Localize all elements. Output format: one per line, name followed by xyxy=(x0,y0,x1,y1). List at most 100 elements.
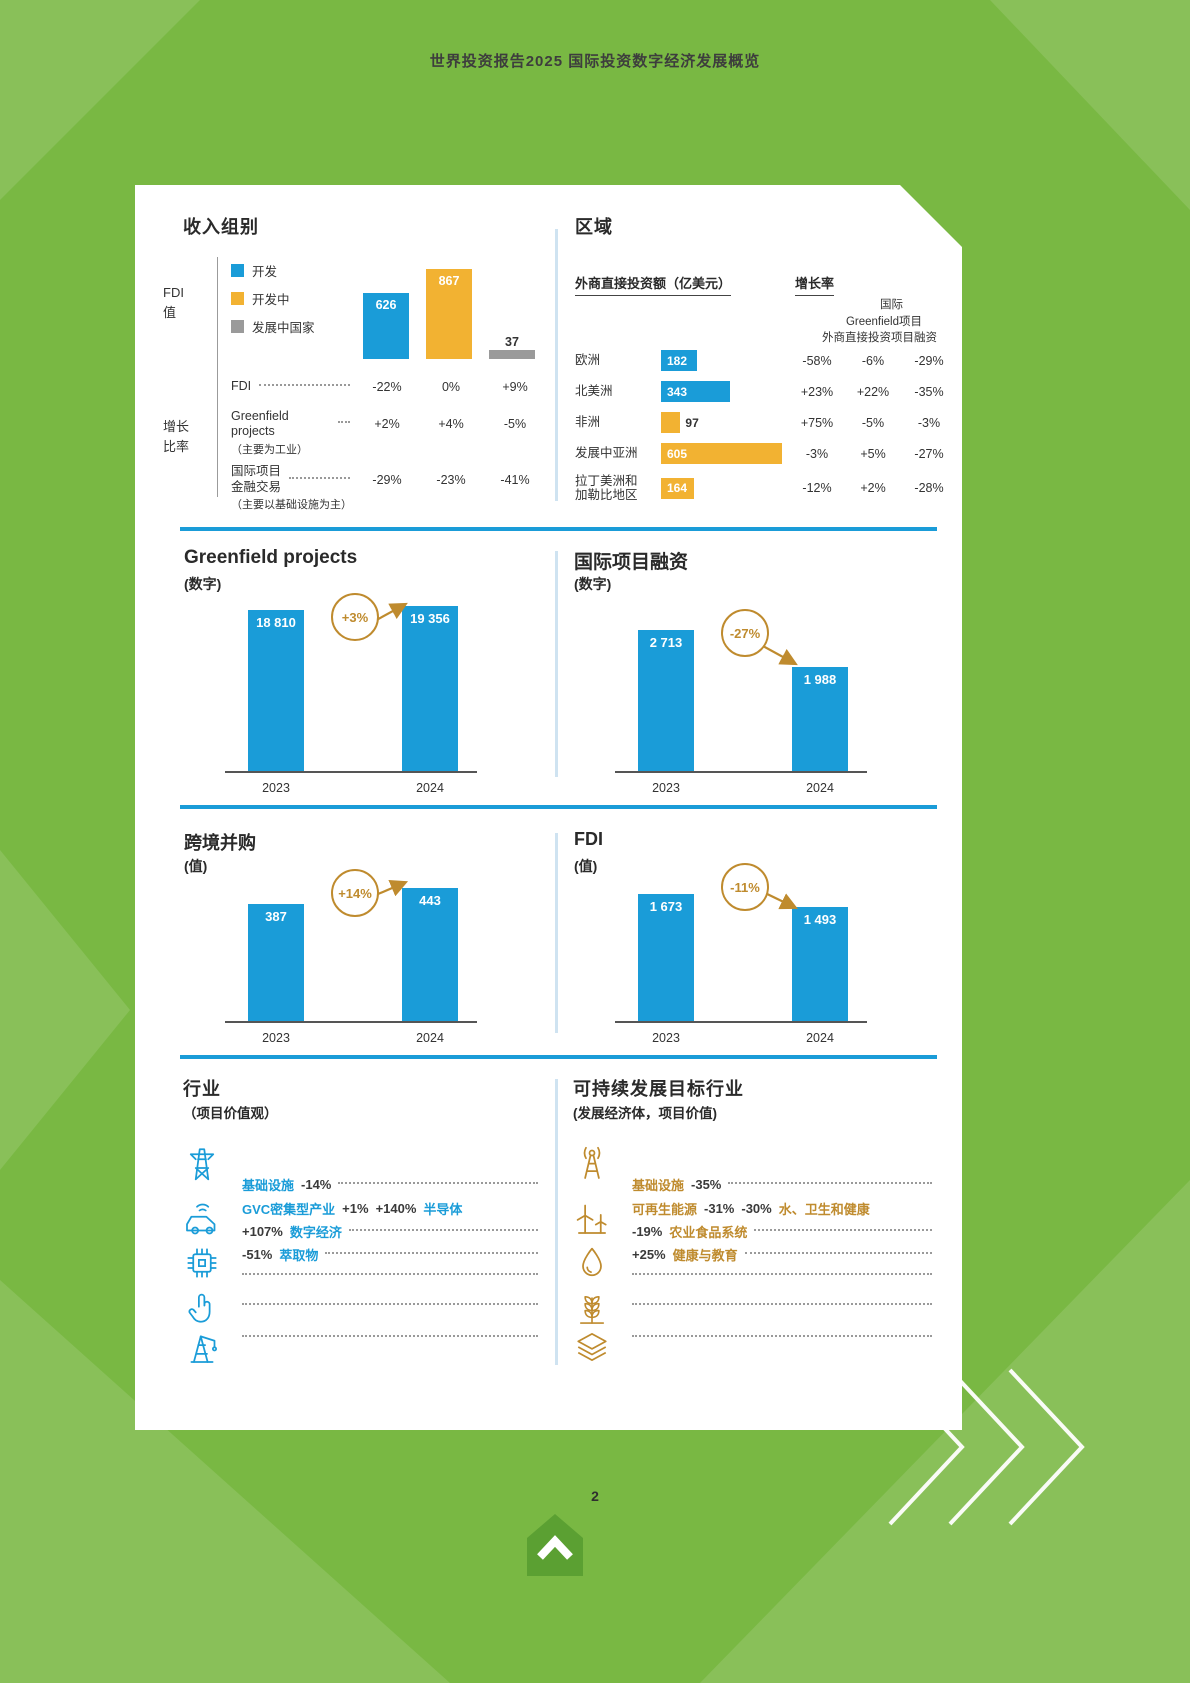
change-badge: +3% xyxy=(331,593,379,641)
row-label: Greenfield projects xyxy=(231,408,289,439)
region-label: 欧洲 xyxy=(575,353,601,368)
region-bar xyxy=(661,412,680,433)
region-label: 北美洲 xyxy=(575,384,613,399)
industry-line-gvc: GVC密集型产业 +1% +140% 半导体 xyxy=(242,1201,463,1217)
region-bar-value: 343 xyxy=(667,384,688,399)
bar-2023: 2 713 xyxy=(638,630,694,771)
year-label: 2024 xyxy=(806,781,834,795)
region-growth-header: 增长率 xyxy=(795,273,834,296)
section-divider xyxy=(180,805,937,809)
growth-pct: -28% xyxy=(914,481,944,495)
sdg-section: 可持续发展目标行业 (发展经济体，项目价值) xyxy=(570,1075,942,1375)
bar-2023: 387 xyxy=(248,904,304,1021)
growth-pct: -29% xyxy=(914,353,944,368)
chart-subtitle: (数字) xyxy=(574,576,612,592)
bg-triangle-top-left xyxy=(0,0,200,200)
section-divider xyxy=(180,1055,937,1059)
growth-pct: +5% xyxy=(860,446,886,461)
subheader-line: Greenfield项目 xyxy=(845,315,922,328)
year-label: 2023 xyxy=(262,781,290,795)
region-label: 非洲 xyxy=(575,415,601,430)
income-axis-divider xyxy=(217,257,218,497)
sdg-line-agrifood: -19% 农业食品系统 xyxy=(632,1222,932,1241)
legend-item-ldc: 发展中国家 xyxy=(231,317,315,336)
bar-value: 1 493 xyxy=(803,911,837,927)
growth-pct: -27% xyxy=(914,446,944,461)
legend-swatch-gray xyxy=(231,320,244,333)
oil-derrick-icon xyxy=(182,1327,222,1367)
chart-subtitle: (数字) xyxy=(184,576,222,592)
chart-subtitle: (值) xyxy=(574,858,598,874)
transmission-tower-icon xyxy=(182,1143,222,1183)
sdg-line-infrastructure: 基础设施 -35% xyxy=(632,1175,932,1194)
growth-row-greenfield: Greenfield projects +2% +4% -5% xyxy=(231,409,547,440)
growth-pct: -12% xyxy=(802,481,832,495)
region-bar: 343 xyxy=(661,381,730,402)
dotted-leader xyxy=(754,1229,932,1231)
dotted-leader xyxy=(325,1252,538,1254)
bar-value: 1 988 xyxy=(803,671,837,687)
report-chevron-logo xyxy=(527,1514,583,1581)
growth-value: +2% xyxy=(374,417,400,432)
year-label: 2024 xyxy=(806,1031,834,1045)
row-sublabel: （主要为工业） xyxy=(231,443,308,456)
region-bar: 605 xyxy=(661,443,782,464)
row-label: 国际项目 金融交易 xyxy=(231,463,282,494)
region-bar-value: 97 xyxy=(685,415,699,430)
growth-value: 0% xyxy=(441,379,461,394)
region-amount-header: 外商直接投资额（亿美元） xyxy=(575,273,731,296)
legend-swatch-blue xyxy=(231,264,244,277)
row-label: FDI xyxy=(231,379,252,393)
bar-value: 18 810 xyxy=(256,615,296,631)
growth-value: -22% xyxy=(372,379,402,394)
bar-2023: 18 810 xyxy=(248,610,304,771)
dotted-leader xyxy=(632,1273,932,1275)
growth-pct: -5% xyxy=(861,415,885,430)
industry-subtitle: （项目价值观） xyxy=(183,1106,278,1121)
industry-line-extractives: -51% 萃取物 xyxy=(242,1245,538,1264)
dotted-leader xyxy=(242,1273,538,1275)
growth-value: -41% xyxy=(500,472,530,487)
bar-value: 1 673 xyxy=(649,898,683,914)
region-title: 区域 xyxy=(575,217,613,237)
year-label: 2023 xyxy=(652,781,680,795)
year-label: 2024 xyxy=(416,1031,444,1045)
growth-pct: +22% xyxy=(856,384,890,399)
income-growth-table: FDI -22% 0% +9% Greenfield projects +2% … xyxy=(231,379,547,512)
industry-line-infrastructure: 基础设施 -14% xyxy=(242,1175,538,1194)
growth-value: -29% xyxy=(372,472,402,487)
growth-pct: -58% xyxy=(802,353,832,368)
dotted-leader xyxy=(289,477,350,479)
x-axis xyxy=(225,1021,477,1023)
region-bar: 182 xyxy=(661,350,697,371)
greenfield-chart-section: Greenfield projects (数字) 18 810 19 356 2… xyxy=(180,543,552,801)
dotted-leader xyxy=(338,421,350,423)
region-bar-value: 182 xyxy=(667,353,688,368)
sdg-line-renewables: 可再生能源 -31% -30% 水、卫生和健康 xyxy=(632,1201,870,1217)
column-divider xyxy=(555,551,558,777)
sdg-line-dots xyxy=(632,1303,932,1308)
bg-chevron-left xyxy=(0,850,130,1170)
industry-line-dots xyxy=(242,1335,538,1340)
growth-pct: +2% xyxy=(860,481,886,495)
x-axis xyxy=(615,771,867,773)
bar-value: 387 xyxy=(265,909,287,925)
wind-turbine-icon xyxy=(572,1198,612,1238)
growth-row-ipf: 国际项目 金融交易 -29% -23% -41% xyxy=(231,464,547,495)
bar-2024: 443 xyxy=(402,888,458,1021)
region-bar-value: 164 xyxy=(667,481,688,495)
growth-pct: +23% xyxy=(800,384,834,399)
growth-value: +4% xyxy=(438,417,464,432)
column-divider xyxy=(555,1079,558,1365)
chart-title: 跨境并购 xyxy=(184,833,256,853)
industry-line-digital: +107% 数字经济 xyxy=(242,1222,538,1241)
chip-icon xyxy=(182,1243,222,1283)
growth-row-fdi: FDI -22% 0% +9% xyxy=(231,379,547,395)
change-badge: +14% xyxy=(331,869,379,917)
growth-value: -5% xyxy=(503,417,527,432)
chart-subtitle: (值) xyxy=(184,858,208,874)
page-number: 2 xyxy=(591,1488,599,1504)
dotted-leader xyxy=(632,1335,932,1337)
change-badge: -11% xyxy=(721,863,769,911)
row-sublabel: （主要以基础设施为主） xyxy=(231,499,352,512)
